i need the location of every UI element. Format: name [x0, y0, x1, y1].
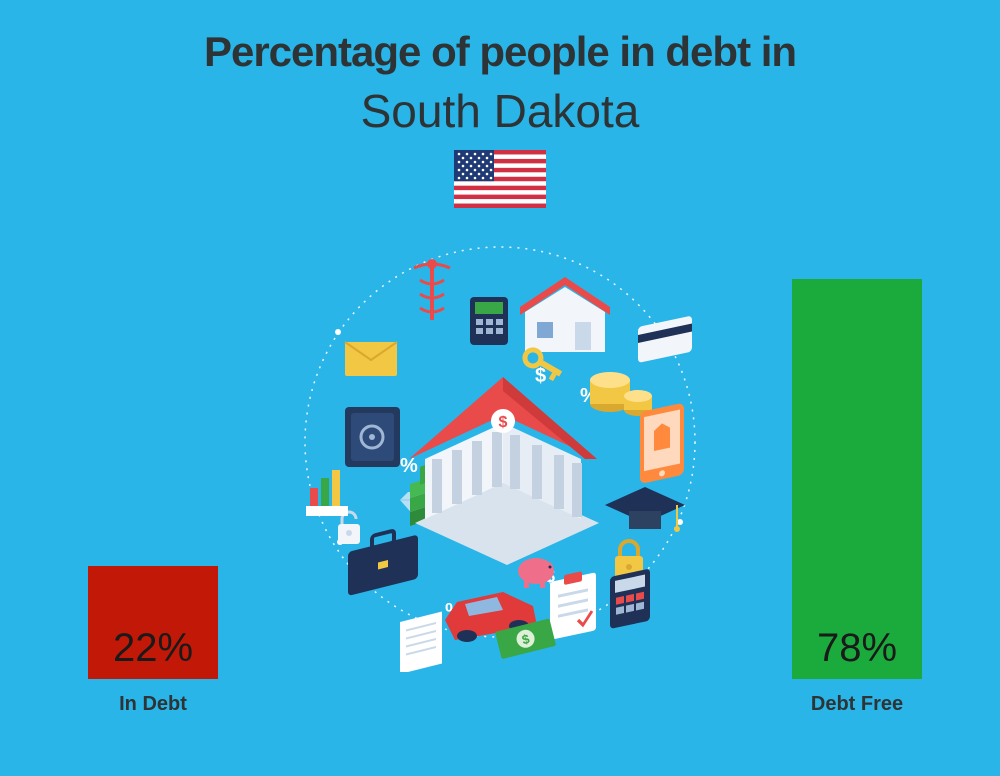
svg-text:$: $: [499, 414, 508, 431]
bar-debt-free: 78% Debt Free: [792, 279, 922, 716]
bar-value: 22%: [113, 626, 193, 671]
bar-in-debt: 22% In Debt: [88, 566, 218, 716]
page-subtitle: South Dakota: [0, 84, 1000, 138]
credit-card-icon: [638, 316, 692, 363]
unlock-icon: [338, 512, 360, 544]
finance-illustration-icon: % % % $ $: [270, 212, 730, 672]
calculator-icon: [610, 569, 650, 630]
bar-label: Debt Free: [811, 693, 903, 716]
page-title: Percentage of people in debt in: [0, 0, 1000, 76]
bar-rect: 78%: [792, 279, 922, 679]
svg-text:$: $: [535, 365, 546, 387]
us-flag-icon: [454, 150, 546, 208]
bar-value: 78%: [817, 626, 897, 671]
safe-icon: [345, 407, 400, 467]
bar-rect: 22%: [88, 566, 218, 679]
envelope-icon: [345, 342, 397, 376]
clipboard-icon: [550, 568, 596, 640]
bank-icon: $: [409, 377, 599, 565]
graduation-cap-icon: [605, 487, 685, 532]
coins-icon: [590, 372, 652, 416]
caduceus-icon: [414, 259, 450, 320]
house-icon: [520, 277, 610, 352]
svg-text:%: %: [400, 455, 418, 477]
document-icon: [400, 612, 442, 672]
mini-barchart-icon: [306, 470, 348, 516]
bar-label: In Debt: [119, 693, 187, 716]
calculator-small-icon: [470, 297, 508, 345]
phone-icon: [640, 403, 684, 484]
